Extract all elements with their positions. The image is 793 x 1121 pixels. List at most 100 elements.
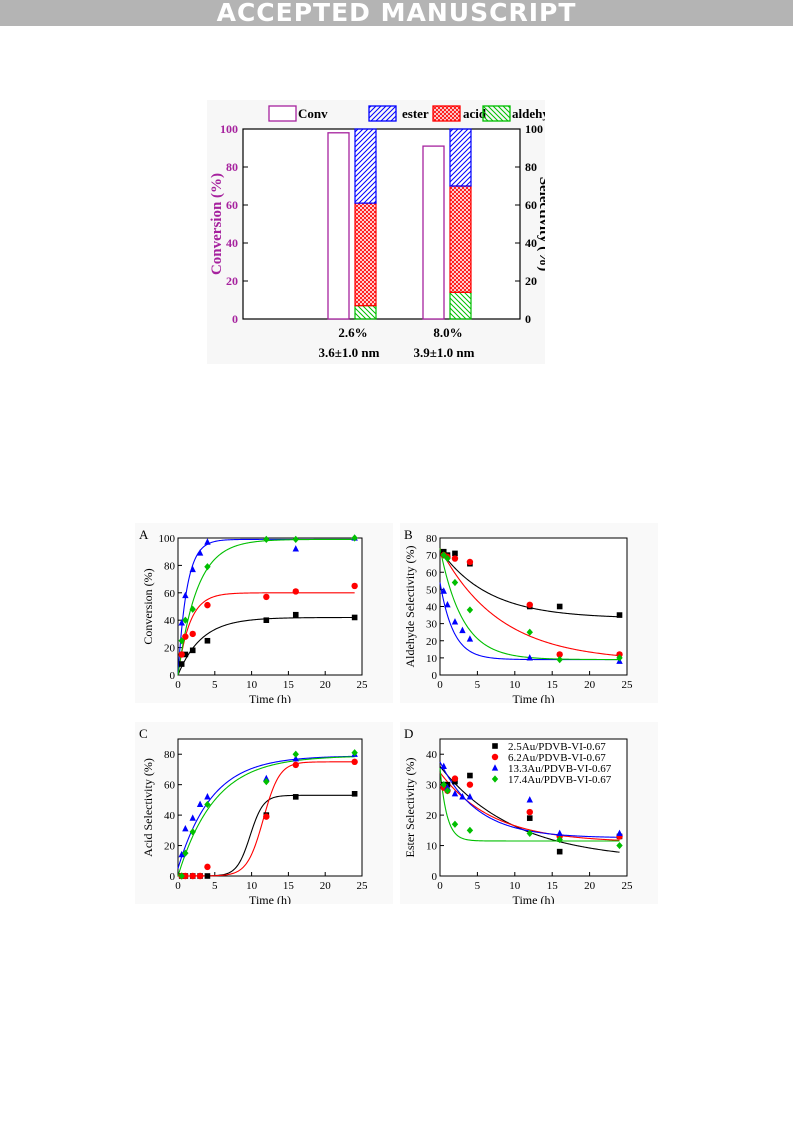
x-tick-label: 0 [175, 880, 181, 892]
y2-axis-title: Selectivity (%) [536, 177, 545, 272]
data-point-circle [526, 808, 533, 816]
data-point-triangle [616, 829, 623, 836]
data-point-triangle [444, 783, 451, 791]
y-axis-title: Conversion (%) [141, 568, 155, 644]
fit-curve-red [177, 592, 355, 676]
data-point-square [616, 612, 623, 618]
data-point-circle [451, 775, 459, 782]
data-point-triangle [459, 626, 466, 634]
data-point-triangle [444, 600, 451, 608]
left-tick-label: 20 [226, 274, 238, 288]
data-point-diamond [444, 554, 451, 563]
conversion-bar [422, 145, 445, 320]
figure-panel-b: B 0 5 10 15 20 25 0 10 20 30 40 50 60 70 80 Time (h) Alde… [400, 523, 658, 703]
x-axis-title: Time (h) [513, 893, 555, 904]
data-point-diamond [440, 551, 447, 559]
x-tick-label: 10 [246, 679, 258, 691]
data-point-circle [189, 630, 196, 638]
x-tick-label: 0 [437, 880, 443, 892]
left-tick-label: 80 [226, 160, 238, 174]
legend-label-acid: acid [463, 106, 487, 121]
legend-swatch-acid [432, 105, 461, 122]
conversion-bar [327, 132, 350, 320]
x-tick-label: 25 [357, 679, 369, 691]
acid-selectivity-bar [449, 185, 472, 294]
data-point-square [556, 603, 563, 610]
data-point-triangle [204, 793, 211, 800]
x-axis-title: Time (h) [249, 893, 291, 904]
x-tick-label: 15 [547, 880, 559, 892]
data-point-square [178, 661, 185, 667]
x-tick-label: 20 [584, 679, 596, 691]
legend-swatch-aldehyde [482, 105, 511, 122]
x-axis-title: Time (h) [513, 692, 555, 703]
data-point-circle [451, 555, 459, 562]
data-point-diamond [491, 775, 499, 783]
data-point-triangle [189, 814, 196, 821]
data-point-square [351, 791, 358, 797]
data-point-triangle [526, 654, 533, 661]
data-point-circle [196, 872, 204, 880]
fit-curve-red [439, 548, 620, 657]
y-tick-label: 40 [164, 615, 176, 627]
legend-label: 13.3Au/PDVB-VI-0.67 [508, 763, 612, 775]
y-tick-label: 20 [164, 643, 176, 655]
data-point-triangle [491, 764, 499, 771]
y-axis-title: Ester Selectivity (%) [403, 758, 417, 858]
data-point-triangle [292, 754, 299, 762]
data-point-triangle [178, 850, 185, 858]
left-tick-label: 0 [232, 312, 238, 326]
data-point-diamond [263, 535, 270, 543]
x-tick-label: 25 [622, 679, 634, 691]
y-tick-label: 10 [426, 653, 438, 665]
x-tick-label: 5 [212, 880, 218, 892]
data-point-circle [182, 633, 189, 640]
data-point-circle [292, 588, 299, 595]
data-point-circle [491, 753, 499, 761]
y-tick-label: 10 [426, 841, 438, 853]
right-tick-label: 40 [525, 236, 537, 250]
data-point-square [189, 647, 196, 654]
data-point-diamond [351, 534, 358, 542]
data-point-square [351, 614, 358, 621]
y-tick-label: 0 [170, 871, 176, 883]
legend-label-ester: ester [402, 106, 429, 121]
data-point-circle [263, 593, 270, 601]
legend-swatch-conv [268, 105, 297, 122]
left-tick-label: 100 [220, 122, 238, 136]
y-tick-label: 30 [426, 780, 438, 792]
legend-label: 6.2Au/PDVB-VI-0.67 [508, 752, 606, 764]
y-tick-label: 0 [432, 670, 438, 682]
right-tick-label: 0 [525, 312, 531, 326]
data-point-diamond [263, 778, 270, 786]
data-point-circle [556, 651, 563, 658]
figure-bar-chart: 0 0 20 20 40 40 60 60 80 80 100 100 Conversion (%) Se… [207, 100, 545, 364]
y-tick-label: 70 [426, 550, 438, 562]
data-point-circle [204, 601, 211, 609]
data-point-triangle [196, 549, 204, 556]
data-point-triangle [263, 774, 270, 782]
acid-selectivity-bar [354, 202, 377, 307]
data-point-circle [466, 781, 474, 788]
data-point-circle [263, 813, 270, 820]
x-tick-label: 25 [622, 880, 634, 892]
x-axis-title: Time (h) [249, 692, 291, 703]
plot-frame [242, 128, 521, 320]
data-point-diamond [451, 820, 459, 828]
data-point-diamond [182, 616, 189, 624]
data-point-triangle [556, 829, 563, 836]
data-point-triangle [182, 825, 189, 832]
data-point-square [204, 637, 211, 644]
data-point-triangle [459, 793, 466, 800]
data-point-triangle [182, 591, 189, 599]
plot-frame [177, 738, 363, 877]
y-tick-label: 0 [432, 871, 438, 883]
x-tick-label: 5 [475, 880, 481, 892]
data-point-diamond [466, 606, 474, 614]
data-point-triangle [178, 619, 185, 626]
data-point-square [292, 611, 299, 618]
data-point-circle [292, 761, 299, 769]
y-axis-title: Acid Selectivity (%) [141, 758, 155, 857]
data-point-triangle [466, 635, 474, 642]
ester-selectivity-bar [354, 128, 377, 204]
